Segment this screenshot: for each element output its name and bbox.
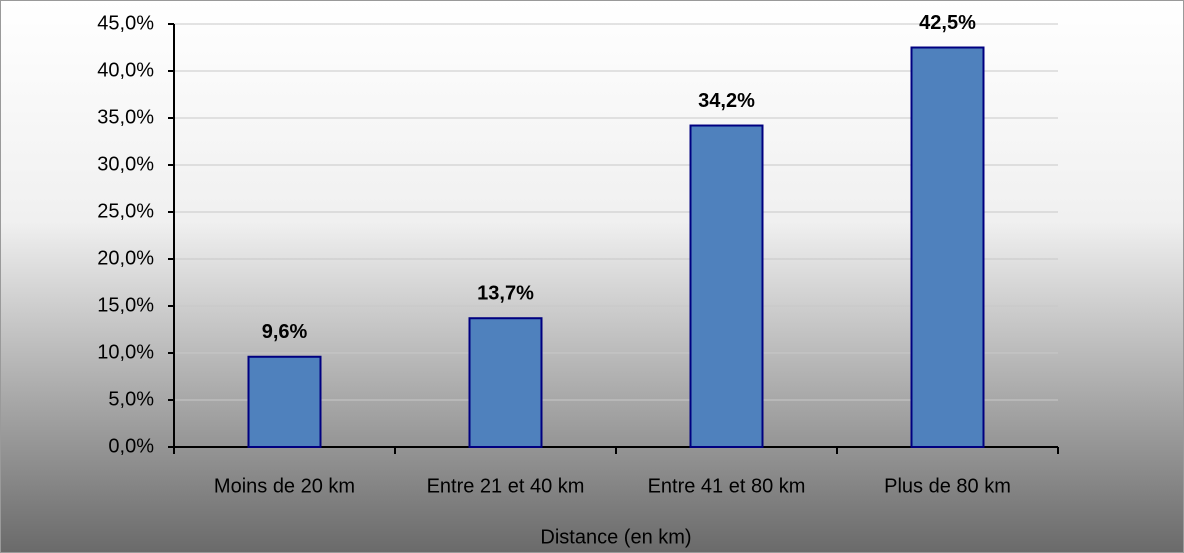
y-tick-label: 30,0% [97,153,154,175]
data-label: 42,5% [919,12,976,34]
y-tick-label: 45,0% [97,12,154,34]
data-label: 13,7% [477,283,534,305]
x-tick-label: Entre 41 et 80 km [648,475,806,497]
y-tick-label: 15,0% [97,294,154,316]
x-tick-label: Plus de 80 km [884,475,1011,497]
x-tick-label: Moins de 20 km [214,475,355,497]
y-tick-label: 35,0% [97,106,154,128]
bar [247,355,322,449]
y-tick-label: 0,0% [108,435,154,457]
y-tick-label: 20,0% [97,247,154,269]
x-axis-label: Distance (en km) [540,526,691,548]
y-tick-label: 25,0% [97,200,154,222]
bar [689,124,764,449]
y-tick-label: 40,0% [97,59,154,81]
y-tick-label: 10,0% [97,341,154,363]
bar [910,46,985,448]
x-tick-label: Entre 21 et 40 km [427,475,585,497]
y-tick-label: 5,0% [108,388,154,410]
bar [468,317,543,448]
data-label: 34,2% [698,90,755,112]
data-label: 9,6% [262,321,308,343]
